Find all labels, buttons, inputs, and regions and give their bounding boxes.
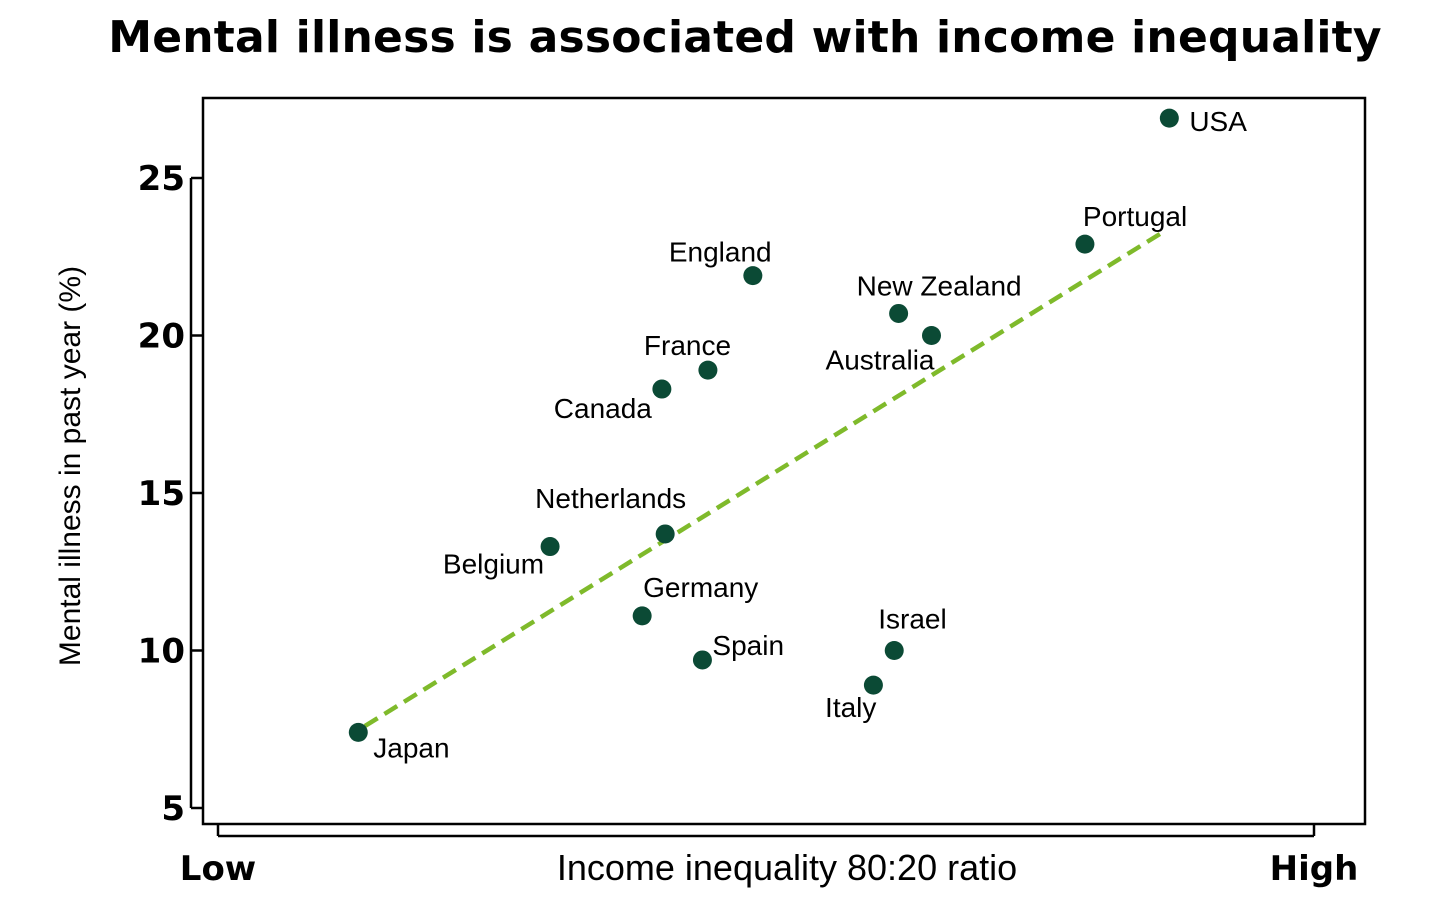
data-point-usa — [1159, 108, 1179, 128]
data-point-australia — [921, 326, 941, 345]
point-label-usa: USA — [1189, 106, 1247, 137]
data-point-italy — [863, 675, 883, 695]
point-label-england: England — [669, 237, 772, 268]
data-point-israel — [884, 641, 904, 660]
point-label-portugal: Portugal — [1083, 201, 1187, 232]
y-tick-label: 10 — [138, 632, 185, 672]
data-point-new-zealand — [889, 303, 909, 323]
data-point-portugal — [1075, 234, 1095, 254]
point-label-germany: Germany — [643, 572, 758, 603]
point-label-australia: Australia — [826, 345, 935, 376]
point-label-japan: Japan — [373, 732, 449, 763]
data-point-netherlands — [655, 524, 675, 544]
data-point-germany — [632, 606, 652, 626]
point-label-italy: Italy — [825, 692, 876, 723]
point-label-belgium: Belgium — [443, 549, 544, 580]
y-tick-label: 15 — [138, 474, 185, 514]
point-label-spain: Spain — [712, 630, 784, 661]
data-point-england — [743, 266, 763, 286]
point-label-israel: Israel — [878, 604, 946, 635]
data-point-canada — [652, 379, 672, 399]
plot-frame — [201, 96, 1367, 826]
trend-line — [363, 229, 1166, 729]
y-tick-label: 25 — [138, 159, 185, 199]
y-tick-label: 20 — [138, 317, 185, 357]
data-point-spain — [692, 650, 712, 670]
data-point-belgium — [540, 537, 560, 557]
point-label-netherlands: Netherlands — [535, 483, 686, 514]
data-point-japan — [348, 722, 368, 742]
data-point-france — [698, 360, 718, 380]
point-label-france: France — [644, 330, 731, 361]
y-tick-label: 5 — [161, 789, 185, 829]
x-tick-label-high: High — [1270, 849, 1359, 889]
x-axis-title: Income inequality 80:20 ratio — [557, 847, 1017, 888]
y-axis-title: Mental illness in past year (%) — [54, 266, 87, 666]
chart-title: Mental illness is associated with income… — [108, 12, 1382, 63]
point-label-new-zealand: New Zealand — [857, 270, 1022, 301]
x-tick-label-low: Low — [180, 849, 256, 889]
point-label-canada: Canada — [554, 393, 653, 424]
